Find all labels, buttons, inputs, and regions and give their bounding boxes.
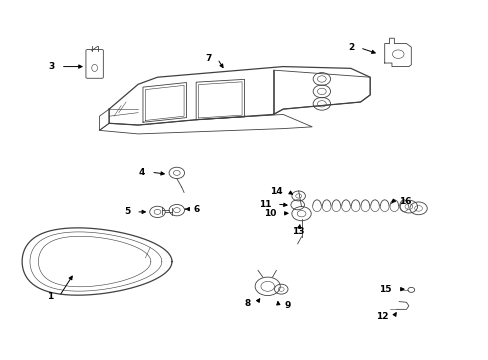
Text: 3: 3 [49, 62, 55, 71]
Text: 6: 6 [193, 204, 200, 213]
Text: 16: 16 [398, 197, 411, 206]
Text: 10: 10 [263, 209, 275, 218]
FancyBboxPatch shape [86, 50, 103, 78]
Text: 15: 15 [379, 285, 391, 294]
Text: 1: 1 [47, 292, 53, 301]
Text: 9: 9 [284, 301, 290, 310]
Text: 4: 4 [139, 168, 145, 177]
Text: 8: 8 [244, 299, 250, 308]
Text: 5: 5 [124, 207, 130, 216]
Text: 13: 13 [292, 227, 305, 236]
Text: 11: 11 [258, 199, 270, 208]
Text: 2: 2 [347, 43, 353, 52]
Text: 7: 7 [205, 54, 211, 63]
Text: 12: 12 [375, 312, 387, 321]
Text: 14: 14 [269, 187, 282, 196]
